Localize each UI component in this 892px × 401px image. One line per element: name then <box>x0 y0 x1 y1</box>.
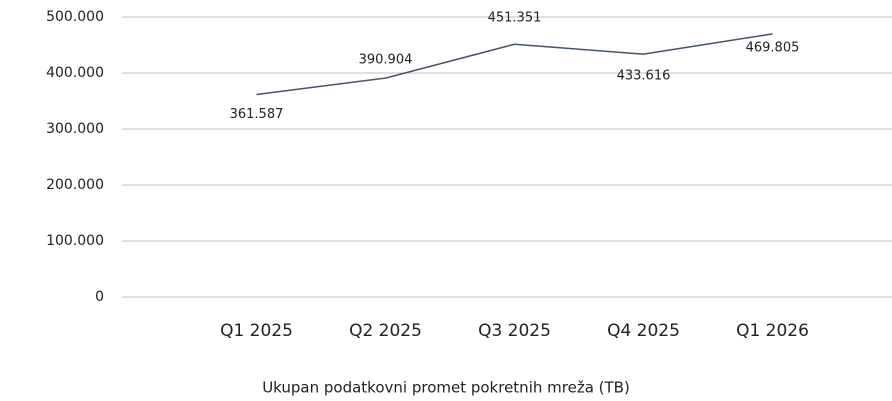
x-tick-label: Q3 2025 <box>478 321 551 341</box>
x-tick-label: Q4 2025 <box>607 321 680 341</box>
x-tick-label: Q2 2025 <box>349 321 422 341</box>
legend-label: Ukupan podatkovni promet pokretnih mreža… <box>262 379 630 397</box>
data-label: 433.616 <box>617 69 671 84</box>
x-tick-label: Q1 2026 <box>736 321 809 341</box>
y-tick-label: 400.000 <box>46 65 104 81</box>
data-label: 469.805 <box>746 40 800 55</box>
y-tick-label: 200.000 <box>46 177 104 193</box>
data-label: 361.587 <box>230 107 284 122</box>
line <box>256 33 773 96</box>
x-tick-label: Q1 2025 <box>220 321 293 341</box>
y-tick-label: 0 <box>95 289 104 305</box>
y-tick-label: 500.000 <box>46 9 104 25</box>
y-tick-label: 100.000 <box>46 233 104 249</box>
data-label: 390.904 <box>359 53 413 68</box>
y-tick-label: 300.000 <box>46 121 104 137</box>
data-label: 451.351 <box>488 11 542 26</box>
